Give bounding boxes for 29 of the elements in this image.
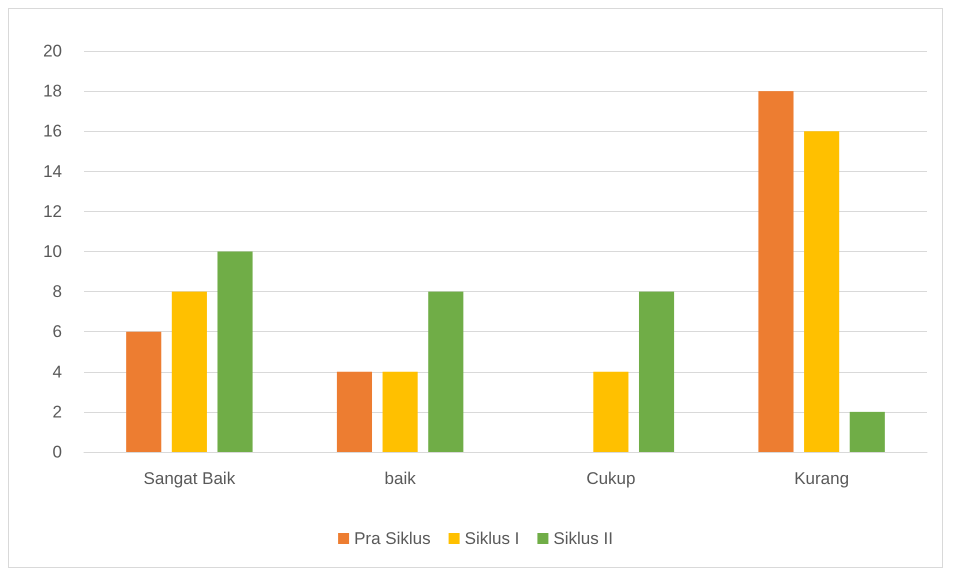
y-tick-label: 4 (52, 362, 62, 382)
bar (850, 412, 885, 452)
y-tick-label: 12 (43, 202, 62, 221)
y-tick-label: 2 (52, 402, 62, 422)
bar (428, 292, 464, 452)
legend-label: Siklus II (553, 529, 613, 548)
bar (804, 131, 840, 452)
bar (638, 292, 674, 452)
legend-label: Siklus I (464, 529, 520, 548)
y-tick-label: 16 (43, 122, 62, 141)
y-tick-label: 20 (43, 42, 62, 60)
bar (217, 252, 253, 452)
y-tick-label: 0 (52, 442, 62, 462)
bar (172, 292, 207, 452)
y-tick-label: 14 (43, 162, 62, 181)
x-tick-label: Cukup (586, 469, 636, 488)
bar (593, 372, 628, 452)
legend-label: Pra Siklus (354, 529, 431, 548)
y-tick-label: 10 (43, 242, 62, 261)
x-tick-label: Sangat Baik (144, 469, 236, 488)
y-tick-label: 8 (52, 282, 62, 302)
bar (336, 372, 372, 452)
x-tick-label: Kurang (794, 469, 850, 488)
y-tick-label: 6 (52, 322, 62, 342)
bar (382, 372, 418, 452)
bar (758, 91, 794, 452)
bar (126, 332, 162, 452)
y-tick-label: 18 (43, 82, 62, 101)
x-tick-label: baik (384, 469, 416, 488)
